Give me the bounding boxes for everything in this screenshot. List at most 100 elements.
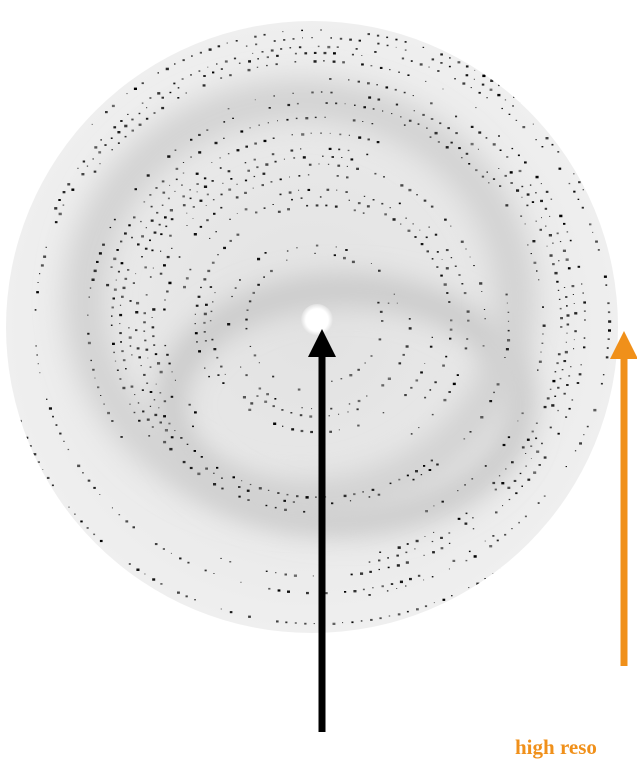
reflection-spot <box>168 49 169 50</box>
reflection-spot <box>495 489 497 491</box>
reflection-spot <box>446 292 448 294</box>
reflection-spot <box>453 383 456 385</box>
reflection-spot <box>615 245 616 246</box>
reflection-spot <box>87 166 88 167</box>
reflection-spot <box>250 484 252 485</box>
reflection-spot <box>83 161 85 163</box>
reflection-spot <box>569 408 571 410</box>
reflection-spot <box>329 148 332 150</box>
reflection-spot <box>541 183 542 184</box>
reflection-spot <box>368 139 370 141</box>
reflection-spot <box>611 208 613 210</box>
reflection-spot <box>49 407 52 409</box>
reflection-spot <box>177 592 180 594</box>
reflection-spot <box>338 414 339 415</box>
reflection-spot <box>193 38 195 40</box>
reflection-spot <box>492 573 493 574</box>
reflection-spot <box>363 106 366 108</box>
reflection-spot <box>442 259 443 260</box>
reflection-spot <box>183 286 186 288</box>
reflection-spot <box>574 330 577 332</box>
reflection-spot <box>558 290 559 291</box>
reflection-spot <box>469 551 471 552</box>
reflection-spot <box>543 325 546 327</box>
reflection-spot <box>146 118 148 120</box>
reflection-spot <box>414 548 415 549</box>
reflection-spot <box>119 378 121 380</box>
reflection-spot <box>504 534 506 536</box>
reflection-spot <box>126 93 127 94</box>
reflection-spot <box>474 70 475 71</box>
reflection-spot <box>560 141 563 143</box>
reflection-spot <box>507 487 510 489</box>
reflection-spot <box>440 537 443 539</box>
reflection-spot <box>311 408 312 409</box>
reflection-spot <box>539 464 541 466</box>
reflection-spot <box>144 312 147 314</box>
reflection-spot <box>313 14 314 15</box>
reflection-spot <box>328 164 329 165</box>
reflection-spot <box>162 205 164 206</box>
reflection-spot <box>301 197 303 199</box>
reflection-spot <box>526 572 527 573</box>
reflection-spot <box>450 319 452 321</box>
reflection-spot <box>94 270 97 273</box>
reflection-spot <box>268 122 269 123</box>
reflection-spot <box>139 124 142 126</box>
reflection-spot <box>527 65 528 66</box>
reflection-spot <box>405 49 407 50</box>
reflection-spot <box>215 231 217 232</box>
reflection-spot <box>311 92 313 94</box>
reflection-spot <box>486 598 488 599</box>
reflection-spot <box>544 456 547 458</box>
reflection-spot <box>524 161 527 163</box>
reflection-spot <box>3 198 4 199</box>
reflection-spot <box>323 60 325 61</box>
reflection-spot <box>119 578 121 580</box>
reflection-spot <box>504 49 506 51</box>
reflection-spot <box>285 639 287 640</box>
reflection-spot <box>381 203 383 205</box>
reflection-spot <box>138 420 140 422</box>
reflection-spot <box>402 58 404 60</box>
reflection-spot <box>221 488 223 490</box>
reflection-spot <box>444 283 447 286</box>
reflection-spot <box>566 342 567 343</box>
reflection-spot <box>143 331 145 332</box>
reflection-spot <box>442 365 445 367</box>
reflection-spot <box>400 224 401 225</box>
reflection-spot <box>549 83 550 84</box>
reflection-spot <box>133 216 136 218</box>
reflection-spot <box>549 216 550 217</box>
reflection-spot <box>280 194 282 196</box>
reflection-spot <box>266 393 269 395</box>
reflection-spot <box>276 55 279 57</box>
reflection-spot <box>273 138 275 140</box>
reflection-spot <box>120 341 122 343</box>
reflection-spot <box>432 337 433 338</box>
reflection-spot <box>206 219 209 221</box>
reflection-spot <box>195 332 198 334</box>
reflection-spot <box>236 196 239 198</box>
reflection-spot <box>341 15 343 17</box>
reflection-spot <box>534 114 537 117</box>
reflection-spot <box>160 233 162 235</box>
reflection-spot <box>154 399 156 400</box>
reflection-spot <box>183 173 184 174</box>
reflection-spot <box>150 605 152 607</box>
reflection-spot <box>35 493 37 495</box>
reflection-spot <box>77 465 80 468</box>
reflection-spot <box>501 482 504 484</box>
reflection-spot <box>435 621 436 622</box>
reflection-spot <box>213 213 216 215</box>
reflection-spot <box>424 536 425 537</box>
reflection-spot <box>160 273 163 275</box>
reflection-spot <box>149 97 151 99</box>
reflection-spot <box>113 352 115 353</box>
reflection-spot <box>372 489 375 491</box>
reflection-spot <box>493 143 496 145</box>
reflection-spot <box>206 205 207 206</box>
reflection-spot <box>200 52 202 54</box>
reflection-spot <box>336 246 337 247</box>
reflection-spot <box>436 464 439 466</box>
